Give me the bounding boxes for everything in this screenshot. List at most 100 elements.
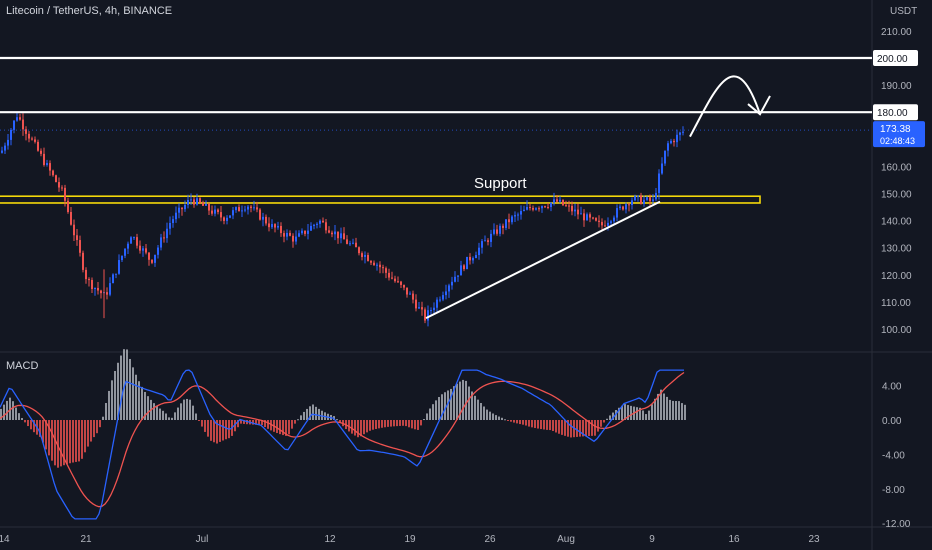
candle-body — [64, 187, 66, 201]
macd-histogram-bar — [549, 420, 551, 431]
macd-histogram-bar — [54, 420, 56, 466]
macd-histogram-bar — [363, 420, 365, 435]
macd-histogram-bar — [15, 407, 17, 420]
candle-body — [142, 248, 144, 251]
candle-body — [349, 243, 351, 245]
candle-body — [517, 214, 519, 216]
candle-body — [34, 139, 36, 142]
macd-histogram-bar — [93, 420, 95, 438]
macd-histogram-bar — [243, 420, 245, 424]
macd-histogram-bar — [168, 417, 170, 420]
macd-histogram-bar — [171, 417, 173, 420]
candle-body — [592, 217, 594, 219]
candle-body — [337, 231, 339, 239]
candle-body — [46, 163, 48, 165]
macd-histogram-bar — [18, 413, 20, 420]
macd-histogram-bar — [501, 417, 503, 420]
macd-line — [0, 369, 684, 520]
macd-histogram-bar — [3, 404, 5, 420]
macd-histogram-bar — [408, 420, 410, 428]
macd-histogram-bar — [315, 406, 317, 420]
macd-tick-label: 0.00 — [882, 416, 902, 427]
macd-histogram-bar — [579, 420, 581, 437]
macd-histogram-bar — [597, 420, 599, 432]
macd-histogram-bar — [69, 420, 71, 464]
macd-histogram-bar — [525, 420, 527, 426]
macd-histogram-bar — [81, 420, 83, 459]
candle-body — [61, 187, 63, 189]
candle-body — [31, 138, 33, 140]
macd-histogram-bar — [426, 413, 428, 420]
candle-body — [568, 205, 570, 207]
candle-body — [625, 204, 627, 210]
candle-body — [355, 242, 357, 248]
candle-body — [631, 200, 633, 206]
macd-histogram-bar — [663, 393, 665, 420]
candle-body — [328, 230, 330, 233]
candle-body — [505, 219, 507, 228]
candle-body — [100, 290, 102, 294]
candle-body — [637, 195, 639, 197]
macd-histogram-bar — [72, 420, 74, 463]
candle-body — [619, 206, 621, 209]
macd-histogram-bar — [546, 420, 548, 430]
candle-body — [235, 207, 237, 211]
candle-body — [217, 209, 219, 213]
candle-body — [448, 285, 450, 292]
time-tick-label: 16 — [728, 534, 740, 545]
candle-body — [682, 131, 684, 133]
last-price-value: 173.38 — [880, 124, 911, 135]
candle-body — [535, 208, 537, 210]
macd-histogram-bar — [513, 420, 515, 423]
macd-histogram-bar — [27, 420, 29, 427]
macd-histogram-bar — [660, 389, 662, 420]
macd-histogram-bar — [375, 420, 377, 429]
macd-tick-label: -12.00 — [882, 519, 911, 530]
candle-body — [538, 208, 540, 210]
macd-histogram-bar — [372, 420, 374, 430]
projection-arrow — [689, 75, 771, 138]
candle-body — [661, 163, 663, 174]
macd-histogram-bar — [99, 420, 101, 428]
candle-body — [628, 204, 630, 206]
candle-body — [673, 140, 675, 143]
macd-histogram-bar — [543, 420, 545, 430]
macd-histogram-bar — [6, 400, 8, 420]
time-tick-label: 21 — [80, 534, 92, 545]
candle-body — [106, 292, 108, 295]
price-tick-label: 140.00 — [881, 217, 912, 228]
candle-body — [466, 256, 468, 270]
macd-histogram-bar — [393, 420, 395, 427]
macd-histogram-bar — [672, 400, 674, 420]
macd-histogram-bar — [354, 420, 356, 436]
macd-histogram-bar — [279, 420, 281, 435]
candle-body — [16, 117, 18, 121]
candle-body — [211, 210, 213, 214]
macd-title: MACD — [6, 360, 39, 372]
candle-body — [181, 207, 183, 210]
candle-body — [544, 206, 546, 208]
candle-body — [166, 228, 168, 239]
candle-body — [532, 207, 534, 210]
candle-body — [307, 230, 309, 234]
candle-body — [277, 225, 279, 228]
macd-histogram-bar — [264, 420, 266, 428]
candle-body — [22, 119, 24, 130]
macd-histogram-bar — [309, 406, 311, 420]
candle-body — [583, 213, 585, 221]
candle-body — [613, 217, 615, 222]
candle-body — [643, 199, 645, 204]
candle-body — [322, 220, 324, 223]
macd-histogram-bar — [87, 420, 89, 447]
macd-histogram-bar — [552, 420, 554, 432]
macd-histogram-bar — [636, 407, 638, 420]
candle-body — [43, 153, 45, 165]
candle-body — [541, 206, 543, 209]
candle-body — [460, 265, 462, 276]
candle-body — [28, 133, 30, 139]
macd-histogram-bar — [60, 420, 62, 467]
candle-body — [469, 256, 471, 261]
candle-body — [88, 279, 90, 281]
candle-body — [85, 269, 87, 280]
